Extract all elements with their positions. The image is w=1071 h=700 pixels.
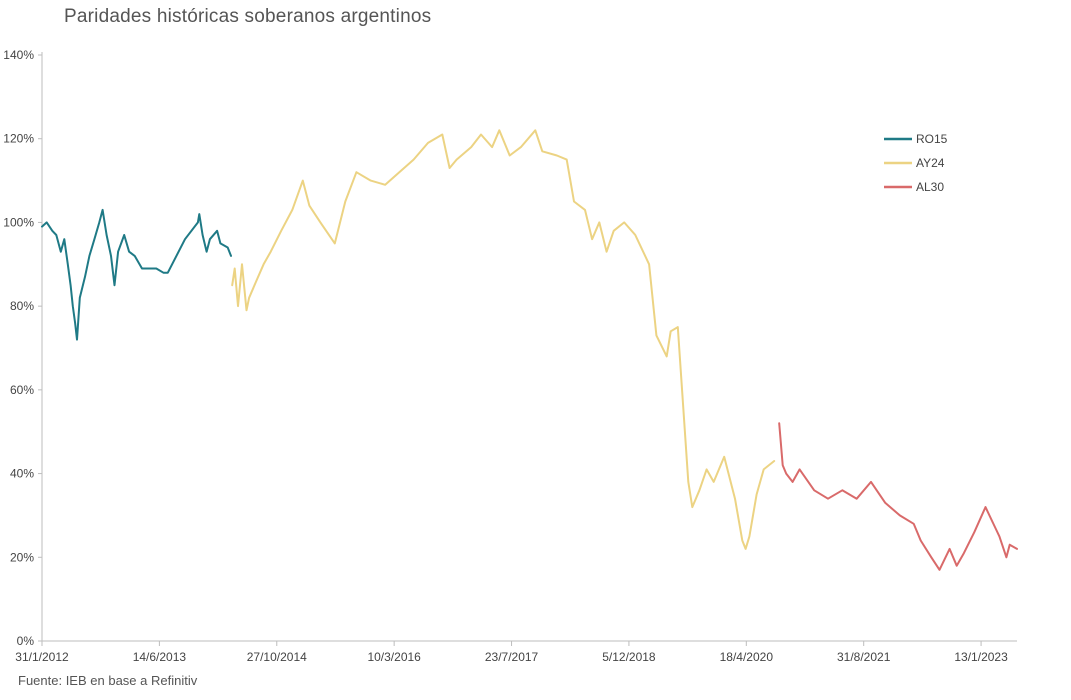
x-tick-label: 10/3/2016 bbox=[367, 650, 421, 664]
y-tick-label: 60% bbox=[10, 383, 34, 397]
y-tick-label: 40% bbox=[10, 467, 34, 481]
legend-label-ay24: AY24 bbox=[916, 156, 945, 170]
axes: 0% 20% 40% 60% 80% 100% 120% 140% 31/1/2012 14/6/… bbox=[3, 48, 1017, 664]
chart-source: Fuente: IEB en base a Refinitiv bbox=[18, 673, 198, 688]
y-tick-label: 120% bbox=[3, 132, 34, 146]
x-tick-label: 31/8/2021 bbox=[837, 650, 891, 664]
chart-title: Paridades históricas soberanos argentino… bbox=[64, 6, 432, 27]
x-tick-label: 27/10/2014 bbox=[247, 650, 307, 664]
x-tick-label: 18/4/2020 bbox=[720, 650, 774, 664]
y-tick-label: 0% bbox=[17, 634, 35, 648]
y-tick-label: 20% bbox=[10, 550, 34, 564]
y-tick-label: 140% bbox=[3, 48, 34, 62]
x-tick-label: 23/7/2017 bbox=[485, 650, 539, 664]
legend-label-ro15: RO15 bbox=[916, 132, 948, 146]
y-tick-label: 80% bbox=[10, 299, 34, 313]
series-line-ro15 bbox=[41, 208, 232, 341]
x-tick-label: 13/1/2023 bbox=[954, 650, 1008, 664]
x-tick-label: 14/6/2013 bbox=[133, 650, 187, 664]
y-tick-label: 100% bbox=[3, 215, 34, 229]
series-lines bbox=[41, 129, 1018, 571]
legend: RO15 AY24 AL30 bbox=[884, 132, 948, 194]
legend-label-al30: AL30 bbox=[916, 180, 944, 194]
x-tick-label: 5/12/2018 bbox=[602, 650, 656, 664]
x-tick-label: 31/1/2012 bbox=[15, 650, 69, 664]
series-line-al30 bbox=[778, 422, 1018, 571]
series-line-ay24 bbox=[231, 129, 776, 550]
